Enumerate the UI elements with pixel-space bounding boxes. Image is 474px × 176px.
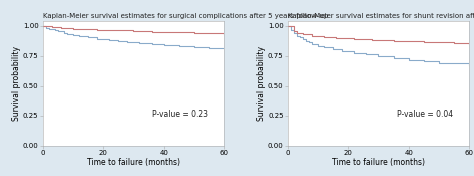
X-axis label: Time to failure (months): Time to failure (months): [332, 158, 425, 166]
Y-axis label: Survival probability: Survival probability: [257, 46, 266, 121]
Text: P-value = 0.04: P-value = 0.04: [397, 110, 453, 119]
Text: Kaplan-Meier survival estimates for surgical complications after 5 years follow-: Kaplan-Meier survival estimates for surg…: [43, 13, 328, 19]
Text: Kaplan-Meier survival estimates for shunt revision after 5 years follow-up: Kaplan-Meier survival estimates for shun…: [288, 13, 474, 19]
X-axis label: Time to failure (months): Time to failure (months): [87, 158, 180, 166]
Text: P-value = 0.23: P-value = 0.23: [152, 110, 208, 119]
Y-axis label: Survival probability: Survival probability: [12, 46, 21, 121]
